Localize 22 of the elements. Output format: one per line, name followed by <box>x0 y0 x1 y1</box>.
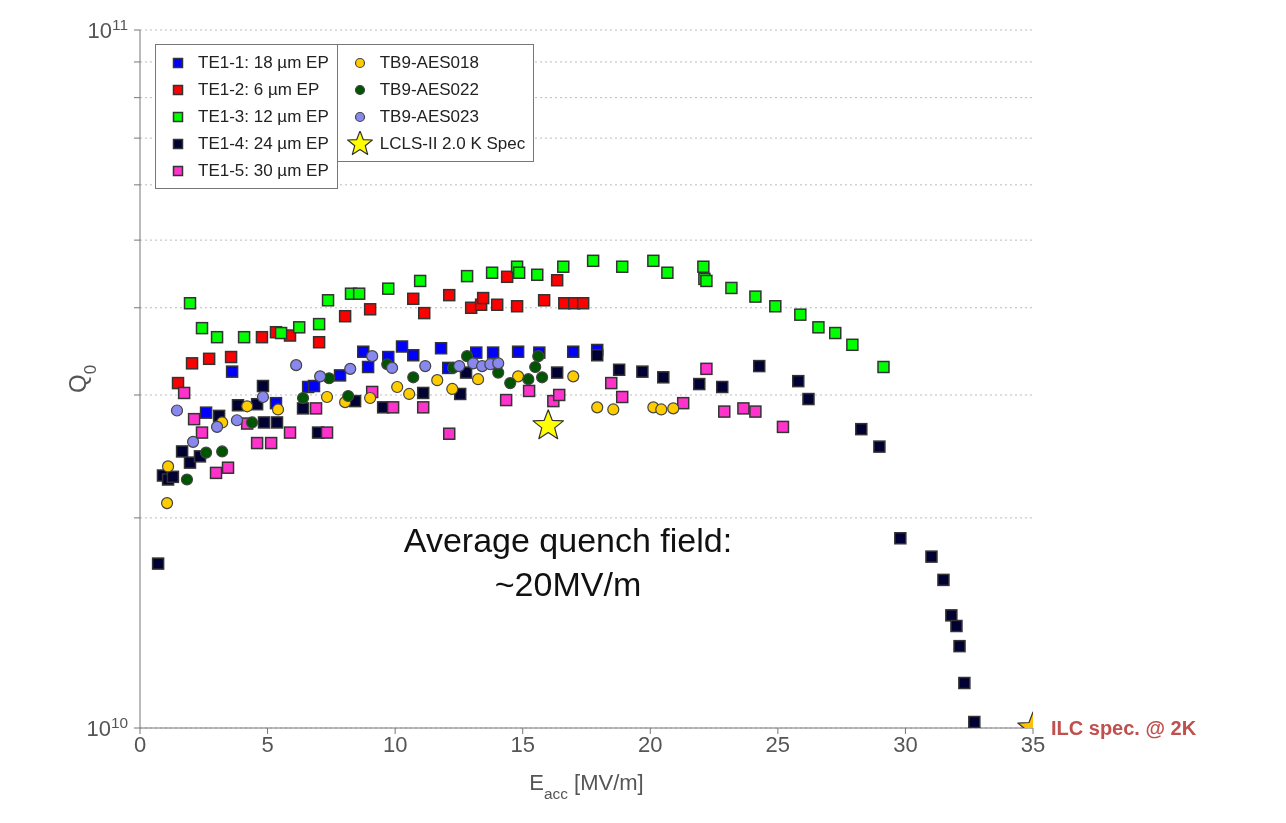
x-tick-label: 15 <box>510 732 535 757</box>
annotation: ILC spec. @ 2K <box>1051 717 1197 739</box>
x-tick-label: 25 <box>765 732 791 757</box>
legend-label: TE1-5: 30 µm EP <box>198 160 329 181</box>
legend-label: TB9-AES022 <box>379 79 479 100</box>
y-tick-label: 10$^{11}$ <box>87 15 128 43</box>
x-tick-label: 10 <box>382 732 408 757</box>
legend-label: TE1-2: 6 µm EP <box>198 79 320 100</box>
x-tick-label: 0 <box>133 732 147 757</box>
x-axis-title: E$_{acc}$ [MV/m] <box>529 770 644 802</box>
legend-label: TE1-3: 12 µm EP <box>198 106 329 127</box>
x-tick-label: 35 <box>1020 732 1046 757</box>
legend-label: TE1-4: 24 µm EP <box>198 133 329 154</box>
annotation: Average quench field: ~20MV/m <box>402 520 734 606</box>
x-tick-label: 30 <box>893 732 918 757</box>
x-tick-label: 5 <box>261 732 274 757</box>
x-tick-label: 20 <box>638 732 663 757</box>
y-tick-label: 10$^{10}$ <box>86 713 128 741</box>
legend-label: TB9-AES018 <box>379 52 479 73</box>
legend-label: TB9-AES023 <box>379 106 479 127</box>
legend-label: LCLS-II 2.0 K Spec <box>379 133 526 154</box>
legend-label: TE1-1: 18 µm EP <box>198 52 329 73</box>
